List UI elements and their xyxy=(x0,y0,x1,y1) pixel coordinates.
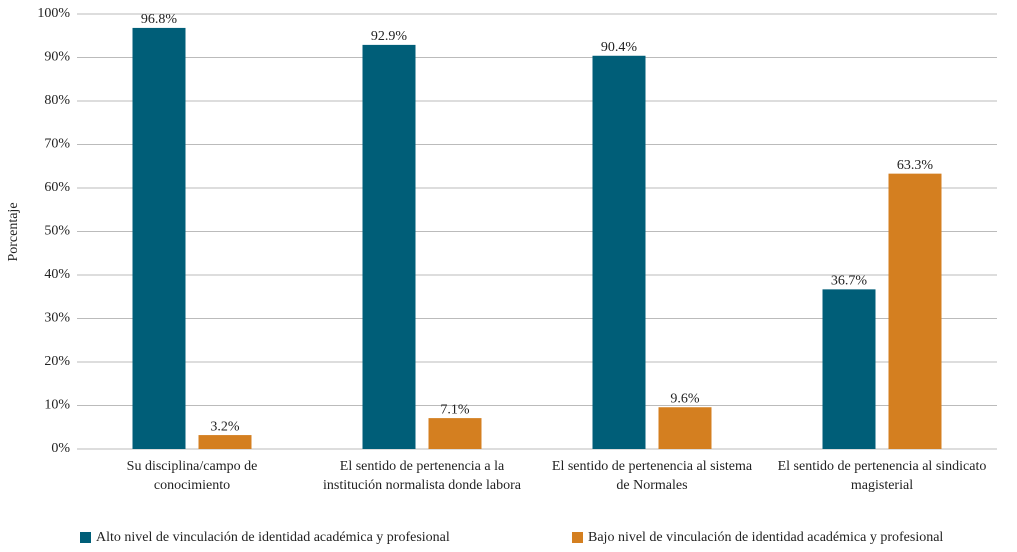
y-tick-label: 40% xyxy=(44,267,70,282)
bar xyxy=(888,173,942,449)
x-tick-label: El sentido de pertenencia a la instituci… xyxy=(323,459,521,493)
bar xyxy=(132,27,186,449)
legend-swatch xyxy=(572,532,583,543)
bar xyxy=(592,55,646,449)
y-tick-label: 70% xyxy=(44,137,70,152)
data-label: 9.6% xyxy=(670,391,700,406)
data-label: 63.3% xyxy=(897,158,934,173)
bar xyxy=(428,418,482,449)
bar xyxy=(658,407,712,449)
y-tick-label: 80% xyxy=(44,93,70,108)
legend-label: Bajo nivel de vinculación de identidad a… xyxy=(588,530,943,545)
x-tick-label: Su disciplina/campo de conocimiento xyxy=(126,459,258,493)
y-tick-label: 0% xyxy=(51,441,70,456)
y-tick-label: 90% xyxy=(44,50,70,65)
bar xyxy=(362,44,416,449)
bar xyxy=(822,289,876,449)
y-tick-label: 60% xyxy=(44,180,70,195)
y-tick-label: 50% xyxy=(44,224,70,239)
data-label: 7.1% xyxy=(440,402,470,417)
data-label: 3.2% xyxy=(210,419,240,434)
data-label: 96.8% xyxy=(141,12,178,27)
data-label: 92.9% xyxy=(371,29,408,44)
y-tick-label: 10% xyxy=(44,398,70,413)
legend-label: Alto nivel de vinculación de identidad a… xyxy=(96,530,450,545)
y-tick-label: 20% xyxy=(44,354,70,369)
x-tick-label: El sentido de pertenencia al sindicato m… xyxy=(777,459,987,493)
y-axis-label: Porcentaje xyxy=(6,202,21,261)
bar xyxy=(198,435,252,449)
y-tick-label: 30% xyxy=(44,311,70,326)
data-label: 36.7% xyxy=(831,274,868,289)
x-tick-label: El sentido de pertenencia al sistema de … xyxy=(551,459,753,493)
legend-swatch xyxy=(80,532,91,543)
y-tick-label: 100% xyxy=(37,6,70,21)
data-label: 90.4% xyxy=(601,40,638,55)
